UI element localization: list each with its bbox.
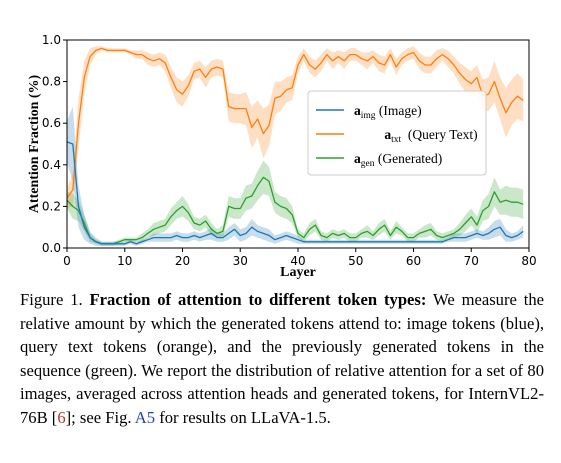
x-tick-label: 20 [175, 254, 190, 268]
x-tick-label: 10 [117, 254, 132, 268]
x-axis-label: Layer [280, 265, 316, 280]
y-tick-label: 1.0 [42, 33, 61, 47]
legend-txt-text: (Query Text) [401, 127, 477, 142]
x-tick-label: 40 [290, 254, 305, 268]
caption-figure-link[interactable]: A5 [134, 407, 156, 427]
y-tick-label: 0.6 [42, 116, 61, 130]
x-tick-label: 70 [464, 254, 479, 268]
x-tick-label: 60 [406, 254, 421, 268]
caption-body-2: ]; see Fig. [65, 407, 135, 427]
legend-txt-subscript: txt [391, 135, 401, 145]
series-lines [66, 47, 524, 245]
y-tick-label: 0.0 [42, 241, 61, 255]
confidence-bands [67, 46, 524, 246]
legend-gen-symbol: a [354, 151, 361, 166]
series-line-gen [66, 176, 524, 245]
x-tick-label: 30 [233, 254, 248, 268]
legend-entry-txt: atxt (Query Text) [354, 127, 501, 145]
legend-img-subscript: img [361, 111, 376, 121]
y-axis-ticks: 0.0 0.2 0.4 0.6 0.8 1.0 [42, 33, 67, 255]
caption-citation-link[interactable]: 6 [57, 407, 66, 427]
legend-img-symbol: a [354, 103, 361, 118]
legend-box [307, 90, 487, 176]
band-img [67, 106, 524, 246]
line-chart: 0 10 20 30 40 50 60 70 80 0.0 0.2 0.4 0.6 0.8 1.0 Lay… [27, 33, 537, 280]
band-gen [67, 160, 524, 246]
legend-img-text: (Image) [376, 103, 422, 118]
caption-body-3: for results on LLaVA-1.5. [155, 407, 331, 427]
band-txt [67, 46, 524, 209]
legend-txt-symbol: a [384, 127, 391, 142]
caption-prefix: Figure 1. [20, 290, 90, 309]
x-tick-label: 80 [521, 254, 536, 268]
legend: aimg (Image) atxt (Query Text) agen (Gen… [307, 90, 501, 176]
y-tick-label: 0.4 [42, 158, 61, 172]
x-tick-label: 0 [63, 254, 71, 268]
x-tick-label: 50 [348, 254, 363, 268]
y-tick-label: 0.2 [42, 199, 61, 213]
legend-entry-gen: agen (Generated) [354, 151, 442, 169]
x-axis-ticks: 0 10 20 30 40 50 60 70 80 [63, 248, 537, 268]
caption-bold-title: Fraction of attention to different token… [89, 290, 427, 309]
figure-caption: Figure 1. Fraction of attention to diffe… [20, 288, 544, 429]
series-line-img [66, 141, 524, 245]
legend-entry-img: aimg (Image) [354, 103, 422, 121]
caption-body-1: We measure the relative amount by which … [20, 290, 545, 427]
legend-gen-subscript: gen [361, 159, 375, 169]
legend-gen-text: (Generated) [374, 151, 442, 166]
y-tick-label: 0.8 [42, 75, 61, 89]
series-line-txt [66, 47, 524, 199]
y-axis-label: Attention Fraction (%) [27, 74, 42, 213]
